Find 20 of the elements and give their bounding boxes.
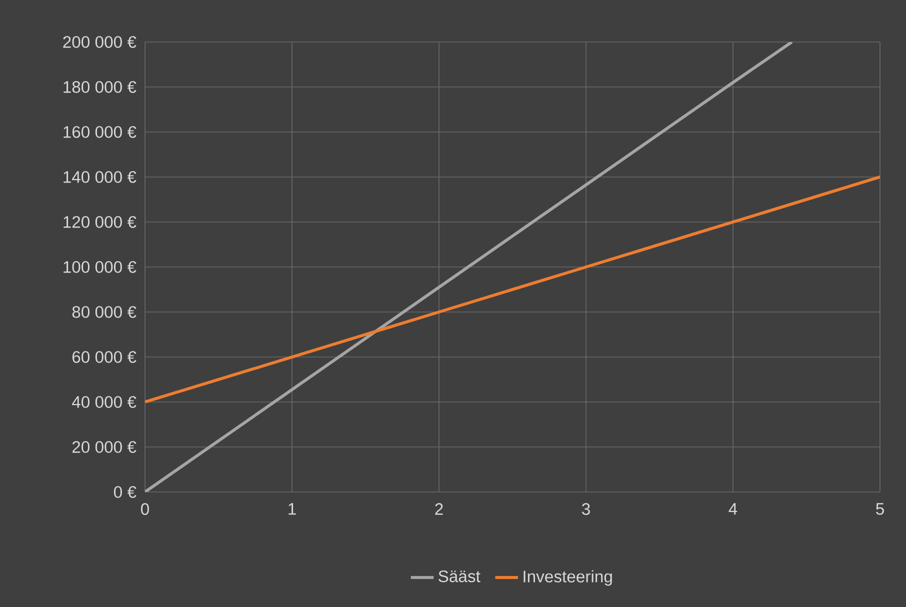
y-tick-label: 200 000 € [63, 36, 136, 48]
line-series [145, 42, 794, 492]
y-tick-label: 120 000 € [64, 216, 136, 228]
x-tick-label: 5 [876, 503, 884, 515]
y-tick-label: 80 000 € [72, 306, 136, 318]
legend-label: Investeering [524, 570, 612, 586]
x-tick-label: 1 [288, 503, 296, 515]
y-tick-label: 40 000 € [72, 396, 136, 408]
y-tick-label: 20 000 € [72, 441, 136, 453]
y-tick-label: 180 000 € [64, 81, 136, 93]
y-tick-label: 160 000 € [64, 126, 136, 138]
y-tick-label: 60 000 € [72, 351, 136, 363]
x-tick-label: 2 [435, 503, 443, 515]
y-tick-label: 0 € [114, 486, 136, 498]
legend-label: Sääst [438, 570, 480, 582]
y-tick-label: 140 000 € [64, 171, 136, 183]
x-tick-label: 3 [582, 503, 590, 515]
x-tick-label: 4 [728, 503, 738, 515]
x-tick-label: 0 [141, 503, 149, 515]
y-tick-label: 100 000 € [64, 261, 136, 273]
